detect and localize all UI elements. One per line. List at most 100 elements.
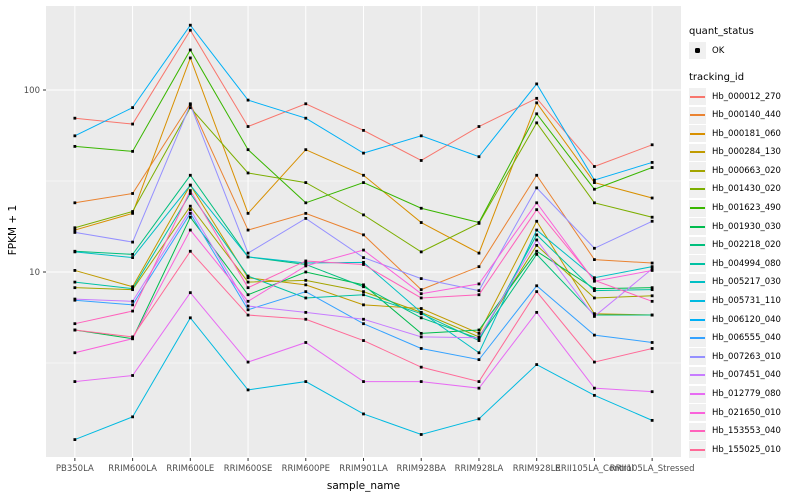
data-point xyxy=(188,183,192,187)
legend-key xyxy=(689,329,706,347)
data-point xyxy=(131,335,134,339)
data-point xyxy=(535,233,539,237)
legend-label: Hb_005731_110 xyxy=(712,296,781,307)
data-point xyxy=(362,290,365,294)
data-point xyxy=(593,278,596,282)
legend-label: Hb_004994_080 xyxy=(712,258,781,269)
data-point xyxy=(477,328,481,332)
data-point xyxy=(131,211,134,215)
black-point-icon xyxy=(695,48,700,53)
data-point xyxy=(188,23,192,27)
data-point xyxy=(650,269,654,272)
data-point xyxy=(535,186,539,190)
x-tick-label: RRIM928LA xyxy=(455,464,504,474)
data-point xyxy=(362,285,365,289)
data-point xyxy=(304,296,308,300)
data-point xyxy=(188,249,192,253)
data-point xyxy=(593,289,596,293)
data-point xyxy=(477,265,481,269)
data-point xyxy=(73,328,77,332)
data-point xyxy=(477,293,481,297)
data-point xyxy=(535,228,539,232)
data-point xyxy=(188,215,192,219)
data-point xyxy=(477,125,481,128)
data-point xyxy=(131,285,134,289)
legend-item: Hb_000012_270 xyxy=(689,88,799,105)
legend-label: Hb_155025_010 xyxy=(712,444,781,455)
series-color-line-icon xyxy=(690,151,705,154)
legend-key xyxy=(689,273,706,291)
legend-item: Hb_004994_080 xyxy=(689,255,799,273)
data-point xyxy=(650,196,654,200)
legend-key xyxy=(689,218,706,236)
data-point xyxy=(535,82,539,86)
series-color-line-icon xyxy=(690,411,705,414)
data-point xyxy=(650,143,654,147)
legend-item: Hb_001430_020 xyxy=(689,180,799,198)
data-point xyxy=(362,233,365,237)
data-point xyxy=(650,286,654,290)
data-point xyxy=(362,412,365,416)
legend-label: Hb_001930_030 xyxy=(712,221,781,232)
data-point xyxy=(535,201,539,205)
data-point xyxy=(73,226,77,230)
data-point xyxy=(535,238,539,242)
series-color-line-icon xyxy=(690,337,705,340)
legend-key xyxy=(689,143,706,161)
data-point xyxy=(188,106,192,110)
data-point xyxy=(593,360,596,364)
series-color-line-icon xyxy=(690,244,705,247)
data-point xyxy=(246,313,250,317)
y-axis-title: FPKM + 1 xyxy=(7,204,19,256)
legend-key xyxy=(689,255,706,273)
data-point xyxy=(246,274,250,278)
legend-key xyxy=(689,199,706,217)
data-point xyxy=(593,333,596,337)
y-tick-label: 100 xyxy=(24,86,40,96)
x-axis: PB350LA RRIM600LA RRIM600LE RRIM600SE RRIM60… xyxy=(56,458,695,474)
legend-key xyxy=(689,106,706,124)
legend-key xyxy=(689,404,706,422)
data-point xyxy=(362,181,365,184)
data-point xyxy=(650,261,654,265)
data-point xyxy=(188,173,192,177)
data-point xyxy=(362,339,365,342)
series-color-line-icon xyxy=(690,225,705,228)
data-point xyxy=(246,251,250,255)
data-point xyxy=(304,283,308,287)
legend-item: Hb_001623_490 xyxy=(689,199,799,217)
data-point xyxy=(73,144,77,148)
data-point xyxy=(73,116,77,120)
data-point xyxy=(188,208,192,212)
data-point xyxy=(73,380,77,383)
data-point xyxy=(535,219,539,223)
data-point xyxy=(188,48,192,52)
legend-item: Hb_002218_020 xyxy=(689,236,799,254)
data-point xyxy=(419,365,423,369)
data-point xyxy=(73,269,77,272)
data-point xyxy=(304,148,308,152)
data-point xyxy=(246,211,250,215)
data-point xyxy=(73,228,77,232)
data-point xyxy=(419,159,423,162)
legend-key xyxy=(689,162,706,180)
data-point xyxy=(477,380,481,383)
data-point xyxy=(650,215,654,219)
data-point xyxy=(73,280,77,284)
data-point xyxy=(304,217,308,220)
series-color-line-icon xyxy=(690,95,705,98)
legend-item: Hb_000284_130 xyxy=(689,143,799,161)
data-point xyxy=(188,189,192,193)
legend-item: Hb_006555_040 xyxy=(689,329,799,347)
data-point xyxy=(131,415,134,419)
data-point xyxy=(188,28,192,32)
data-point xyxy=(477,282,481,286)
legend-key xyxy=(689,441,706,459)
series-color-line-icon xyxy=(690,281,705,284)
data-point xyxy=(650,288,654,292)
data-point xyxy=(362,263,365,266)
data-point xyxy=(304,102,308,106)
legend-label: Hb_001623_490 xyxy=(712,203,781,214)
legend-label: Hb_006120_040 xyxy=(712,314,781,325)
data-point xyxy=(419,206,423,210)
